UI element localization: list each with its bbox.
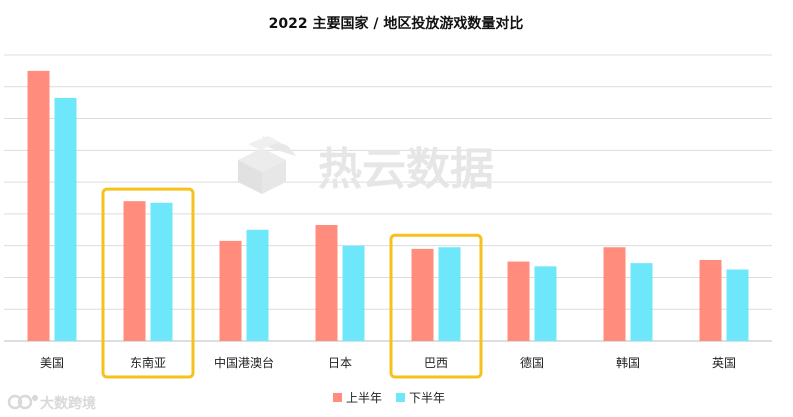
bar-h2-7	[726, 269, 749, 341]
highlight-box	[389, 233, 483, 379]
bar-h1-7	[699, 259, 722, 341]
x-tick-label: 德国	[520, 355, 544, 370]
bar-h2-3	[342, 245, 365, 341]
bar-h1-0	[27, 70, 50, 341]
cube-stack-logo-icon	[238, 136, 296, 194]
legend-label: 上半年	[346, 391, 382, 405]
corner-logo: 大数跨境	[7, 394, 96, 412]
watermark: 热云数据	[238, 136, 494, 195]
bar-h2-4	[438, 247, 461, 341]
corner-logo-text: 大数跨境	[40, 395, 96, 412]
highlight-boxes	[101, 187, 483, 379]
bar-h2-6	[630, 263, 653, 341]
watermark-text: 热云数据	[318, 144, 494, 195]
x-tick-label: 东南亚	[130, 355, 166, 370]
grid-lines	[4, 54, 772, 342]
bar-h1-5	[507, 261, 530, 341]
bar-h1-3	[315, 225, 338, 341]
legend-swatch	[396, 393, 405, 402]
x-tick-label: 韩国	[616, 355, 640, 370]
bar-h1-2	[219, 240, 242, 341]
x-tick-label: 日本	[328, 356, 352, 370]
x-tick-label: 巴西	[424, 356, 448, 370]
bar-h2-0	[54, 97, 77, 342]
legend: 上半年 下半年	[333, 391, 445, 405]
bar-h1-4	[411, 248, 434, 341]
x-tick-labels: 美国 东南亚 中国港澳台 日本 巴西 德国 韩国 英国	[40, 355, 736, 370]
chart-title: 2022 主要国家 / 地区投放游戏数量对比	[269, 15, 524, 32]
da-shu-logo-icon	[7, 394, 38, 410]
legend-label: 下半年	[409, 391, 445, 405]
highlight-box	[101, 187, 195, 379]
legend-swatch	[333, 393, 342, 402]
bar-h2-2	[246, 229, 269, 341]
x-tick-label: 中国港澳台	[214, 355, 274, 370]
x-tick-label: 英国	[712, 356, 736, 370]
bar-h2-1	[150, 202, 173, 341]
bars	[27, 70, 749, 342]
bar-h1-1	[123, 201, 146, 341]
x-tick-label: 美国	[40, 356, 64, 370]
bar-h2-5	[534, 266, 557, 341]
bar-h1-6	[603, 247, 626, 341]
